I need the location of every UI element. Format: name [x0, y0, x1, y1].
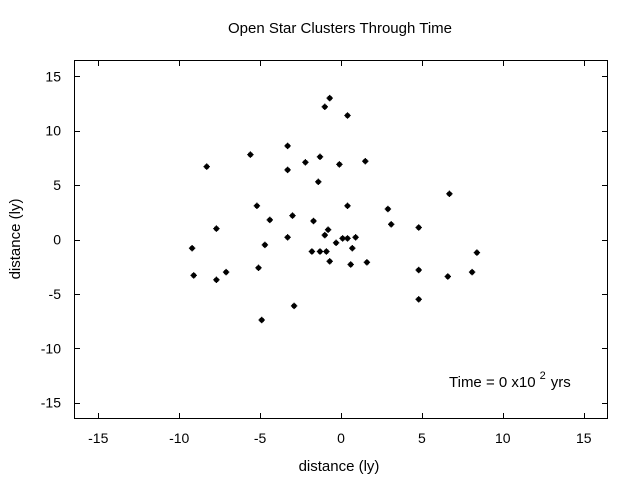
time-annotation: Time = 0 x10 2 yrs: [449, 370, 571, 391]
data-point: [308, 248, 316, 255]
data-point: [468, 268, 476, 276]
data-point: [332, 239, 340, 247]
data-point: [253, 202, 261, 210]
data-point: [323, 248, 330, 255]
x-tick-label: -10: [169, 430, 189, 446]
y-tick-label: 0: [53, 232, 61, 248]
data-point: [258, 316, 265, 324]
x-tick-label: -5: [254, 430, 267, 446]
data-point: [222, 268, 230, 276]
x-tick-label: 15: [576, 430, 592, 446]
data-point: [415, 296, 422, 303]
data-point: [363, 259, 371, 266]
x-tick-label: -15: [88, 430, 108, 446]
x-axis-ticks: -15 -10 -5 0 5 10 15: [88, 60, 592, 446]
time-annotation-exponent: 2: [540, 370, 546, 382]
data-point: [326, 94, 333, 102]
data-point: [302, 159, 309, 166]
y-axis-label: distance (ly): [7, 199, 24, 280]
y-tick-label: 10: [45, 123, 61, 139]
data-point: [321, 103, 328, 111]
data-point: [388, 221, 395, 228]
data-point: [247, 151, 254, 158]
data-point: [284, 234, 291, 241]
x-tick-label: 5: [418, 430, 426, 446]
data-point: [315, 178, 322, 186]
data-point: [349, 244, 356, 252]
data-point: [261, 241, 269, 249]
chart-title: Open Star Clusters Through Time: [228, 20, 452, 37]
data-point: [310, 217, 317, 225]
data-point: [266, 216, 273, 224]
data-point: [321, 231, 328, 239]
x-axis-label: distance (ly): [299, 458, 380, 475]
data-point: [344, 202, 351, 210]
data-point: [188, 244, 196, 252]
data-point: [203, 163, 210, 170]
time-annotation-prefix: Time = 0 x10: [449, 374, 536, 391]
y-tick-label: -5: [49, 286, 62, 302]
y-tick-label: 5: [53, 177, 61, 193]
y-axis-ticks: -15 -10 -5 0 5 10 15: [41, 68, 608, 411]
data-point: [415, 224, 422, 231]
data-point: [352, 234, 359, 241]
data-point: [255, 264, 262, 271]
x-tick-label: 10: [495, 430, 511, 446]
data-point: [316, 153, 324, 161]
data-points: [188, 94, 481, 324]
data-point: [326, 258, 333, 265]
data-point: [324, 226, 332, 233]
data-point: [190, 272, 197, 279]
data-point: [415, 266, 422, 274]
y-tick-label: 15: [45, 68, 61, 84]
data-point: [344, 112, 351, 119]
data-point: [347, 261, 354, 268]
data-point: [446, 190, 453, 198]
data-point: [336, 161, 343, 168]
data-point: [344, 235, 351, 242]
data-point: [290, 302, 298, 310]
data-point: [284, 142, 291, 150]
y-tick-label: -15: [41, 395, 61, 411]
time-annotation-suffix: yrs: [551, 374, 571, 391]
data-point: [444, 273, 451, 280]
data-point: [289, 212, 296, 219]
y-tick-label: -10: [41, 340, 61, 356]
data-point: [213, 225, 220, 232]
data-point: [384, 205, 392, 213]
x-tick-label: 0: [337, 430, 345, 446]
data-point: [362, 157, 369, 165]
data-point: [473, 249, 481, 256]
data-point: [316, 248, 324, 255]
data-point: [213, 276, 220, 283]
data-point: [284, 166, 291, 174]
